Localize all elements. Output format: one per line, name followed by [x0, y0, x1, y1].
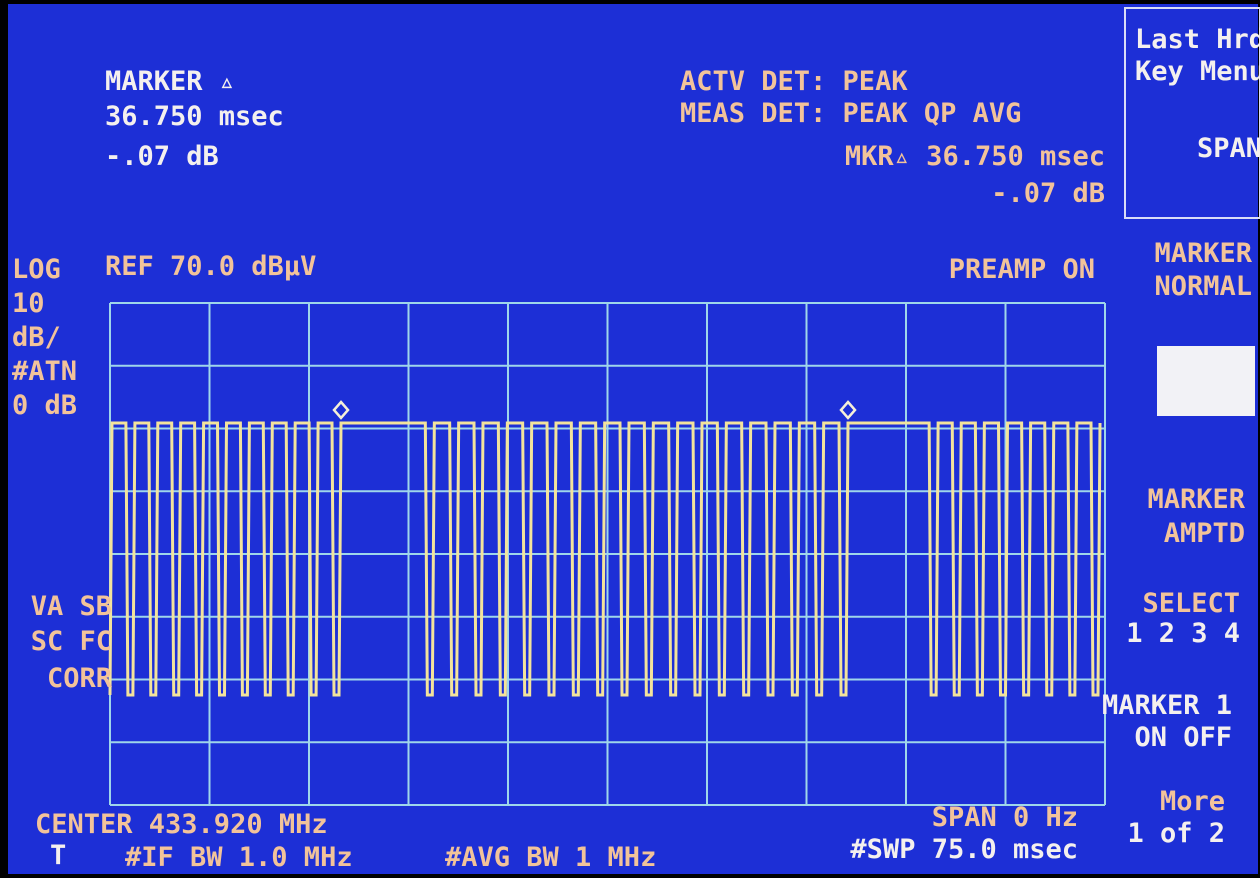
measure-detector: MEAS DET: PEAK QP AVG — [680, 98, 1021, 129]
atten-label: #ATN — [12, 356, 77, 387]
scale-div: 10 — [12, 288, 45, 319]
softkey-options[interactable]: 1 2 3 4 — [1126, 618, 1240, 649]
softkey[interactable]: MARKER — [1154, 238, 1252, 269]
softkey[interactable]: NORMAL — [1154, 271, 1252, 302]
menu-title: Last Hrd — [1135, 24, 1260, 55]
avg-bandwidth: #AVG BW 1 MHz — [445, 842, 656, 873]
marker-level: -.07 dB — [105, 141, 219, 172]
scale-unit: dB/ — [12, 322, 61, 353]
marker-delta: MKR▵ 36.750 msec — [845, 141, 1105, 172]
sweep: #SWP 75.0 msec — [850, 834, 1078, 865]
softkey[interactable]: MARKER 1 — [1102, 690, 1232, 721]
menu-box — [1124, 7, 1260, 219]
softkey-options[interactable]: ON OFF — [1134, 722, 1232, 753]
scale-mode: LOG — [12, 254, 61, 285]
span: SPAN 0 Hz — [932, 802, 1078, 833]
center-frequency: CENTER 433.920 MHz — [35, 809, 328, 840]
marker-label: MARKER ▵ — [105, 66, 235, 97]
softkey[interactable]: SELECT — [1142, 588, 1240, 619]
reference-level: REF 70.0 dBµV — [105, 251, 316, 282]
marker-indicator — [1157, 346, 1255, 416]
trace — [108, 421, 1102, 697]
softkey[interactable]: 1 of 2 — [1127, 818, 1225, 849]
status: VA SB — [31, 591, 112, 622]
softkey[interactable]: MARKER — [1147, 484, 1245, 515]
marker-delta-level: -.07 dB — [991, 178, 1105, 209]
marker-time: 36.750 msec — [105, 101, 284, 132]
status: CORR — [47, 663, 113, 694]
active-detector: ACTV DET: PEAK — [680, 66, 908, 97]
menu-title: Key Menu — [1135, 56, 1260, 87]
marker-symbols — [332, 400, 857, 420]
if-bandwidth: #IF BW 1.0 MHz — [125, 842, 353, 873]
trigger: T — [50, 840, 66, 871]
atten-value: 0 dB — [12, 390, 77, 421]
softkey[interactable]: AMPTD — [1164, 518, 1245, 549]
status: SC FC — [31, 626, 112, 657]
softkey[interactable]: More — [1160, 786, 1225, 817]
softkey[interactable]: SPAN — [1197, 133, 1260, 164]
preamp: PREAMP ON — [949, 254, 1095, 285]
